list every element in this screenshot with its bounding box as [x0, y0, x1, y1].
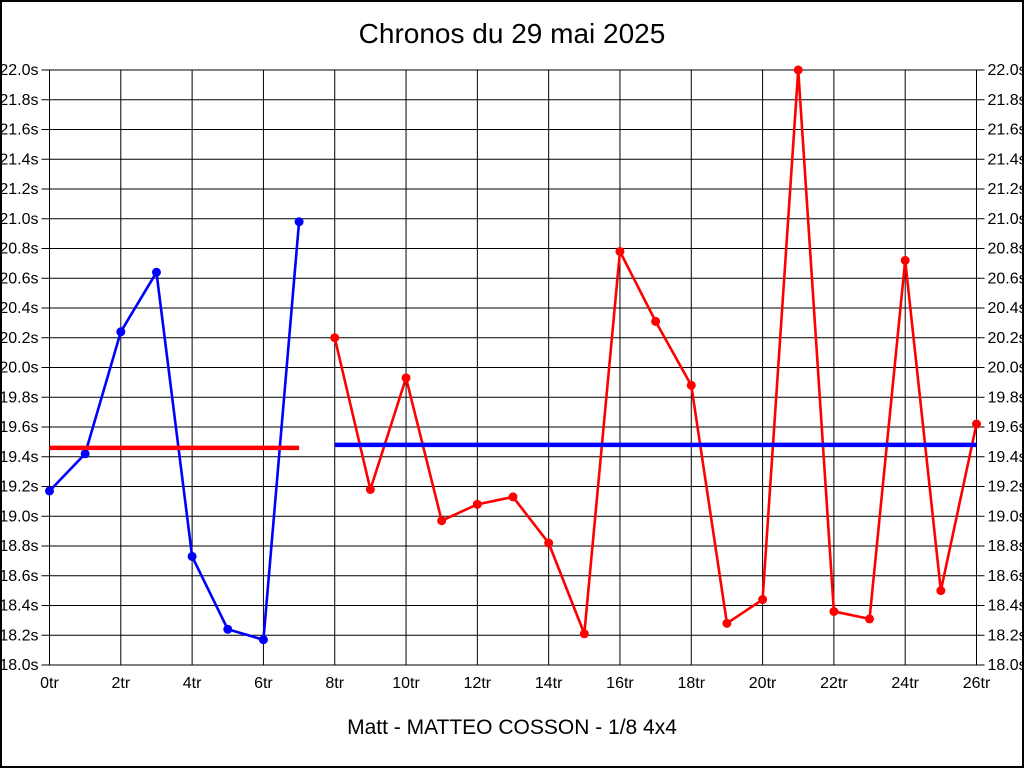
red-lap-times-point	[936, 586, 946, 596]
x-axis-label: 14tr	[535, 675, 563, 692]
y-axis-label-left: 20.6s	[2, 270, 39, 287]
red-lap-times-point	[722, 618, 732, 628]
y-axis-label-left: 20.4s	[2, 300, 39, 317]
x-axis-label: 8tr	[325, 675, 344, 692]
y-axis-label-left: 19.8s	[2, 389, 39, 406]
y-axis-label-right: 21.2s	[988, 181, 1024, 198]
y-axis-label-right: 20.2s	[988, 330, 1024, 347]
y-axis-label-left: 22.0s	[2, 62, 39, 79]
y-axis-label-left: 21.4s	[2, 151, 39, 168]
red-lap-times-point	[900, 255, 910, 265]
y-axis-label-left: 18.8s	[2, 538, 39, 555]
y-axis-label-left: 20.0s	[2, 360, 39, 377]
red-lap-times-point	[472, 499, 482, 509]
red-lap-times-point	[544, 538, 554, 548]
y-axis-label-left: 20.2s	[2, 330, 39, 347]
x-axis-label: 0tr	[40, 675, 59, 692]
blue-lap-times-point	[258, 635, 268, 645]
x-axis-label: 26tr	[963, 675, 991, 692]
chart-title: Chronos du 29 mai 2025	[358, 18, 666, 49]
x-axis-label: 24tr	[891, 675, 919, 692]
red-lap-times-point	[579, 629, 589, 639]
red-lap-times-point	[508, 492, 518, 502]
blue-lap-times-point	[187, 551, 197, 561]
red-lap-times-point	[758, 595, 768, 605]
red-lap-times-point	[401, 373, 411, 383]
y-axis-label-right: 20.0s	[988, 360, 1024, 377]
blue-lap-times-line	[48, 220, 301, 642]
red-lap-times-point	[829, 606, 839, 616]
y-axis-label-right: 18.2s	[988, 627, 1024, 644]
x-axis-label: 2tr	[111, 675, 130, 692]
y-axis-label-right: 18.6s	[988, 568, 1024, 585]
x-axis-label: 10tr	[392, 675, 420, 692]
y-axis-label-right: 20.8s	[988, 241, 1024, 258]
y-axis-label-left: 18.4s	[2, 598, 39, 615]
y-axis-label-left: 19.2s	[2, 479, 39, 496]
y-axis-label-right: 19.8s	[988, 389, 1024, 406]
x-axis-label: 18tr	[677, 675, 705, 692]
y-axis-label-right: 18.4s	[988, 598, 1024, 615]
red-lap-times-point	[793, 65, 803, 75]
x-axis-label: 16tr	[606, 675, 634, 692]
chart-subtitle: Matt - MATTEO COSSON - 1/8 4x4	[347, 716, 677, 739]
y-axis-label-right: 21.0s	[988, 211, 1024, 228]
y-axis-label-right: 18.8s	[988, 538, 1024, 555]
x-axis-label: 20tr	[749, 675, 777, 692]
y-axis-label-left: 21.0s	[2, 211, 39, 228]
red-lap-times-line	[333, 68, 978, 636]
red-lap-times-point	[686, 380, 696, 390]
red-lap-times-point	[330, 333, 340, 343]
y-axis-label-right: 21.4s	[988, 151, 1024, 168]
y-axis-label-right: 21.6s	[988, 122, 1024, 139]
y-axis-label-right: 19.2s	[988, 479, 1024, 496]
y-axis-label-left: 19.6s	[2, 419, 39, 436]
y-axis-label-left: 18.0s	[2, 657, 39, 674]
red-lap-times-point	[365, 484, 375, 494]
y-axis-label-left: 18.2s	[2, 627, 39, 644]
plot-border	[49, 69, 977, 666]
y-axis-label-right: 20.4s	[988, 300, 1024, 317]
y-axis-label-left: 21.2s	[2, 181, 39, 198]
blue-lap-times-point	[294, 217, 304, 227]
blue-lap-times-point	[223, 624, 233, 634]
y-axis-label-right: 19.0s	[988, 508, 1024, 525]
x-axis-label: 12tr	[464, 675, 492, 692]
x-axis-label: 4tr	[183, 675, 202, 692]
y-axis-label-left: 21.8s	[2, 92, 39, 109]
red-lap-times-point	[437, 516, 447, 526]
y-axis-label-left: 19.4s	[2, 449, 39, 466]
y-axis-label-right: 21.8s	[988, 92, 1024, 109]
y-axis-label-left: 21.6s	[2, 122, 39, 139]
y-axis-label-right: 22.0s	[988, 62, 1024, 79]
x-axis-label: 6tr	[254, 675, 273, 692]
y-axis-label-right: 18.0s	[988, 657, 1024, 674]
red-lap-times-point	[651, 316, 661, 326]
y-axis-label-left: 19.0s	[2, 508, 39, 525]
red-lap-times-point	[615, 246, 625, 256]
y-axis-label-right: 20.6s	[988, 270, 1024, 287]
y-axis-label-right: 19.6s	[988, 419, 1024, 436]
red-lap-times-point	[865, 614, 875, 624]
blue-lap-times-point	[45, 486, 54, 496]
x-axis-label: 22tr	[820, 675, 848, 692]
red-lap-times-point	[972, 419, 981, 429]
y-axis-label-right: 19.4s	[988, 449, 1024, 466]
blue-lap-times-point	[80, 449, 90, 459]
y-axis-label-left: 20.8s	[2, 241, 39, 258]
y-axis-label-left: 18.6s	[2, 568, 39, 585]
blue-lap-times-point	[151, 267, 161, 277]
blue-lap-times-point	[116, 327, 126, 337]
